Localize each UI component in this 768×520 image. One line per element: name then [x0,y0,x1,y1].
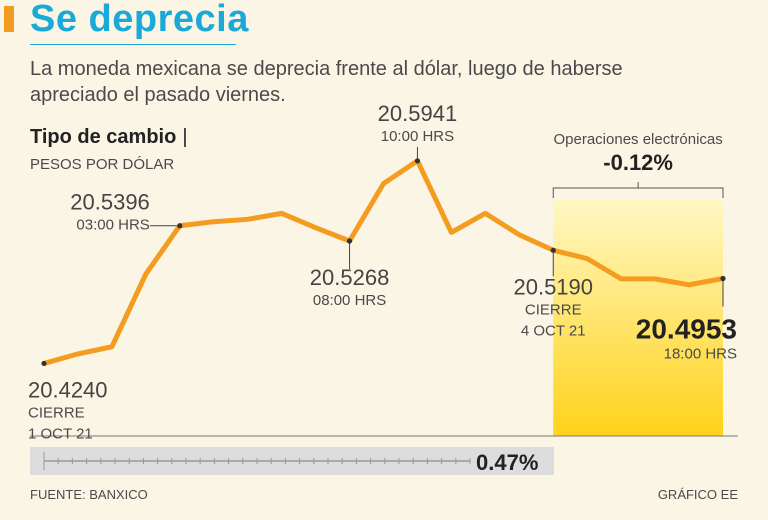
highlight-label: Operaciones electrónicas [553,131,722,148]
annotation-value-15: 20.5190 [513,274,593,299]
annotation-label-15-1: 4 OCT 21 [521,322,586,339]
data-point-11 [414,158,421,164]
annotation-label-0-1: 1 OCT 21 [28,425,93,442]
annotation-value-11: 20.5941 [378,101,458,126]
chart-label: Tipo de cambio | [30,126,188,149]
total-change-ticks [43,452,471,470]
data-points [41,158,726,367]
electronic-trading-highlight [553,200,723,436]
total-change-bar: 0.47% [30,447,554,475]
annotation-label-20-0: 18:00 HRS [664,346,737,363]
page-title: Se deprecia [30,0,249,40]
annotation-value-9: 20.5268 [310,265,390,290]
title-underline [30,44,236,45]
data-point-20 [720,275,726,282]
data-point-9 [346,238,353,244]
annotation-label-9-0: 08:00 HRS [313,292,386,309]
highlight-bracket [552,182,724,198]
total-change-value: 0.47% [476,450,538,475]
chart-label-separator: | [182,126,188,148]
chart-unit: PESOS POR DÓLAR [30,156,175,173]
annotations: 20.4240 CIERRE 1 OCT 21 20.5396 03:00 HRS 20.… [28,101,737,443]
series-line [41,158,726,366]
annotation-value-20: 20.4953 [636,314,737,345]
highlight-change: -0.12% [603,150,673,175]
annotation-label-15-0: CIERRE [525,301,582,318]
chart-label-text: Tipo de cambio [30,126,177,148]
data-point-15 [550,247,556,253]
graphic-credit: GRÁFICO EE [657,487,738,502]
data-point-4 [177,223,183,229]
annotation-value-0: 20.4240 [28,377,108,402]
source-note: FUENTE: BANXICO [30,487,148,502]
title-accent-bar [4,6,14,32]
data-point-0 [41,360,47,367]
subtitle: La moneda mexicana se deprecia frente al… [30,58,623,106]
annotation-value-4: 20.5396 [70,190,150,215]
annotation-label-4-0: 03:00 HRS [76,217,149,234]
annotation-label-0-0: CIERRE [28,404,85,421]
annotation-label-11-0: 10:00 HRS [381,128,454,145]
